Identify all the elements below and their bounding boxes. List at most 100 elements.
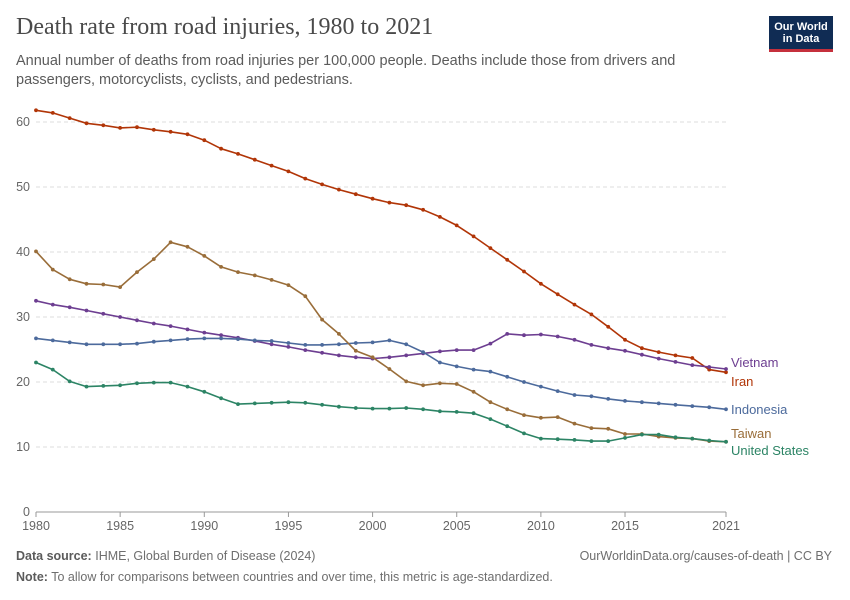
data-point-vietnam (623, 348, 627, 353)
data-point-indonesia (589, 394, 594, 399)
data-point-indonesia (320, 343, 324, 347)
note-text: To allow for comparisons between countri… (51, 570, 553, 584)
data-point-vietnam (168, 324, 173, 328)
data-point-united-states (252, 401, 257, 406)
data-point-iran (421, 207, 425, 212)
y-tick-label: 50 (16, 180, 30, 194)
data-point-vietnam (34, 298, 38, 303)
data-point-indonesia (67, 340, 72, 345)
data-point-vietnam (219, 333, 224, 338)
data-point-vietnam (539, 332, 543, 337)
data-point-iran (219, 146, 224, 151)
data-point-indonesia (471, 367, 476, 372)
data-point-united-states (50, 367, 55, 372)
note-label: Note: (16, 570, 48, 584)
data-point-iran (656, 350, 661, 354)
data-point-united-states (656, 432, 661, 437)
y-tick-label: 20 (16, 375, 30, 389)
data-point-indonesia (101, 342, 106, 347)
logo-line-2: in Data (782, 33, 820, 45)
data-point-united-states (640, 432, 644, 437)
data-point-indonesia (34, 336, 38, 341)
data-point-iran (34, 108, 38, 113)
data-point-taiwan (84, 281, 89, 286)
data-point-vietnam (337, 353, 341, 358)
data-point-united-states (589, 439, 594, 443)
data-point-vietnam (135, 318, 139, 323)
data-point-united-states (471, 411, 476, 416)
data-point-iran (151, 127, 156, 132)
data-point-iran (337, 187, 341, 192)
data-point-iran (135, 125, 139, 130)
data-point-indonesia (252, 338, 257, 343)
data-point-indonesia (151, 339, 156, 344)
source-url[interactable]: OurWorldinData.org/causes-of-death | CC … (579, 549, 832, 563)
data-point-iran (269, 163, 274, 168)
data-point-vietnam (320, 350, 324, 355)
data-point-indonesia (656, 401, 661, 406)
data-point-taiwan (353, 348, 358, 353)
x-tick-label: 1990 (190, 519, 218, 533)
data-point-vietnam (589, 343, 594, 347)
data-point-iran (539, 281, 543, 286)
data-point-indonesia (286, 341, 291, 345)
data-point-taiwan (488, 400, 493, 405)
data-point-taiwan (269, 278, 274, 282)
data-point-indonesia (168, 338, 173, 343)
data-point-vietnam (67, 305, 72, 310)
data-point-vietnam (640, 352, 644, 357)
data-point-taiwan (606, 426, 611, 431)
data-point-united-states (454, 410, 459, 414)
data-point-vietnam (269, 342, 274, 347)
data-point-iran (454, 223, 459, 228)
data-point-iran (505, 257, 510, 262)
data-point-taiwan (589, 426, 594, 430)
chart-subtitle: Annual number of deaths from road injuri… (16, 53, 676, 88)
data-source: Data source: IHME, Global Burden of Dise… (16, 549, 315, 563)
data-point-taiwan (286, 283, 291, 287)
data-point-vietnam (606, 346, 611, 351)
data-point-vietnam (707, 365, 712, 369)
data-point-vietnam (572, 337, 577, 342)
data-point-taiwan (404, 379, 409, 384)
data-point-taiwan (522, 413, 526, 417)
chart-note: Note: To allow for comparisons between c… (16, 570, 553, 584)
data-point-iran (724, 370, 728, 375)
data-point-iran (84, 121, 89, 126)
x-tick-label: 2000 (359, 519, 387, 533)
owid-logo[interactable]: Our World in Data (769, 16, 833, 52)
chart-title: Death rate from road injuries, 1980 to 2… (16, 14, 434, 40)
y-tick-label: 10 (16, 440, 30, 454)
data-point-iran (522, 269, 526, 274)
data-point-vietnam (202, 330, 207, 335)
x-tick-label: 1995 (275, 519, 303, 533)
data-point-taiwan (387, 367, 392, 371)
data-point-iran (370, 196, 375, 201)
data-point-indonesia (303, 343, 308, 347)
data-point-vietnam (454, 348, 459, 352)
y-tick-label: 30 (16, 310, 30, 324)
data-point-taiwan (572, 421, 577, 426)
data-point-iran (236, 152, 240, 156)
data-point-iran (488, 246, 493, 251)
x-tick-label: 2005 (443, 519, 471, 533)
data-point-united-states (387, 406, 392, 411)
data-point-iran (118, 126, 122, 130)
data-point-united-states (438, 409, 442, 414)
y-tick-label: 60 (16, 115, 30, 129)
data-point-united-states (623, 436, 627, 440)
data-point-indonesia (387, 338, 392, 343)
data-point-indonesia (454, 364, 459, 369)
data-point-iran (185, 132, 190, 137)
data-point-vietnam (724, 367, 728, 371)
data-point-vietnam (118, 315, 122, 319)
legend-label-taiwan: Taiwan (731, 426, 771, 441)
data-point-taiwan (370, 355, 375, 360)
data-point-taiwan (555, 415, 560, 419)
data-point-iran (50, 111, 55, 115)
data-point-united-states (707, 438, 712, 443)
data-point-united-states (67, 379, 72, 384)
data-point-taiwan (50, 267, 55, 272)
source-text: IHME, Global Burden of Disease (2024) (95, 549, 316, 563)
data-point-taiwan (101, 282, 106, 287)
